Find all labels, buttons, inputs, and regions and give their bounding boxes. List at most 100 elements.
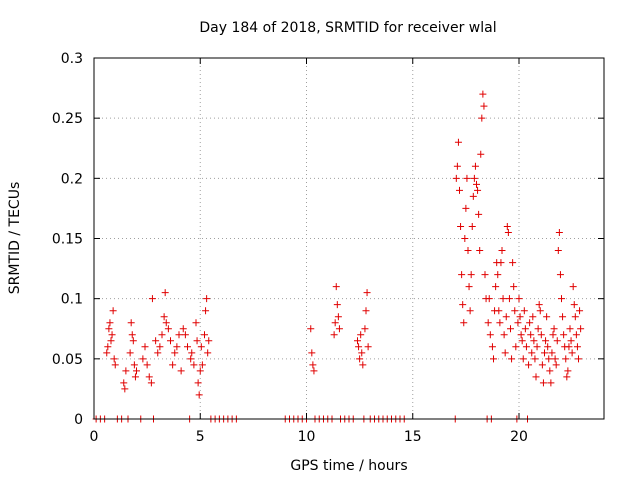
data-point [452,174,460,182]
data-point [131,373,139,381]
data-point [194,379,202,387]
data-point [335,325,343,333]
data-point [156,343,164,351]
data-point [454,138,462,146]
x-tick-label: 10 [298,429,316,445]
data-point [175,331,183,339]
data-point [572,331,580,339]
data-point [458,271,466,279]
data-point [364,343,372,351]
data-point [488,343,496,351]
data-point [164,325,172,333]
data-point [333,301,341,309]
data-point [571,313,579,321]
plot-area [92,90,585,423]
data-point [502,313,510,321]
data-point [501,349,509,357]
data-point [529,313,537,321]
data-point [184,343,191,351]
data-point [133,367,140,375]
data-point [362,307,370,315]
data-point [467,271,475,279]
data-point [130,361,138,369]
data-point [110,355,118,363]
data-point [521,325,529,333]
data-point [575,355,582,363]
y-tick-label: 0.25 [52,111,83,127]
x-axis-label: GPS time / hours [290,458,407,474]
data-point [508,355,516,363]
data-point [522,343,530,351]
data-point [490,355,497,363]
data-point [539,379,547,387]
data-point [551,355,559,363]
data-point [531,355,539,363]
data-point [485,295,493,303]
data-point [147,379,155,387]
data-point [564,367,572,375]
data-point [533,343,541,351]
y-tick-label: 0.1 [61,292,83,308]
x-tick-label: 15 [404,429,422,445]
data-point [479,90,487,98]
data-point [143,361,151,369]
data-point [549,331,557,339]
data-point [504,228,512,236]
data-point [484,319,492,327]
data-point [499,295,507,303]
data-point [543,313,551,321]
data-point [204,349,212,357]
data-point [188,349,196,357]
y-tick-label: 0.15 [52,232,83,248]
data-point [122,367,130,375]
data-point [193,337,201,345]
data-point [526,319,534,327]
data-point [492,283,500,291]
data-point [496,319,504,327]
data-point [196,367,204,375]
data-point [169,361,177,369]
data-point [481,271,489,279]
data-point [577,325,585,333]
data-point [105,325,113,333]
data-point [548,349,556,357]
data-point [477,150,485,158]
data-point [128,331,136,339]
data-point [471,162,479,170]
data-point [497,259,505,267]
data-point [154,349,162,357]
data-point [195,391,203,399]
data-point [505,295,513,303]
data-point [356,355,364,363]
data-point [537,331,545,339]
data-point [507,325,514,333]
data-point [187,355,195,363]
data-point [332,283,340,291]
data-point [476,247,484,255]
data-point [354,337,361,345]
data-point [509,259,517,267]
data-point [126,349,134,357]
data-point [512,343,520,351]
y-tick-label: 0.3 [61,51,83,67]
data-point [536,307,544,315]
data-point [308,349,316,357]
data-point [525,361,533,369]
data-point [567,337,575,345]
data-point [503,222,511,230]
data-point [547,379,555,387]
data-point [517,331,525,339]
data-point [103,349,111,357]
data-point [167,337,174,345]
data-point [197,343,205,351]
data-point [202,307,210,315]
data-point [108,331,116,339]
data-point [104,343,112,351]
data-point [145,373,153,381]
data-point [494,271,502,279]
data-point [331,319,339,327]
data-point [495,307,503,315]
data-point [565,343,573,351]
data-point [309,361,317,369]
